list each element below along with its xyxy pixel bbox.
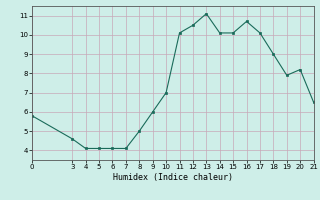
- X-axis label: Humidex (Indice chaleur): Humidex (Indice chaleur): [113, 173, 233, 182]
